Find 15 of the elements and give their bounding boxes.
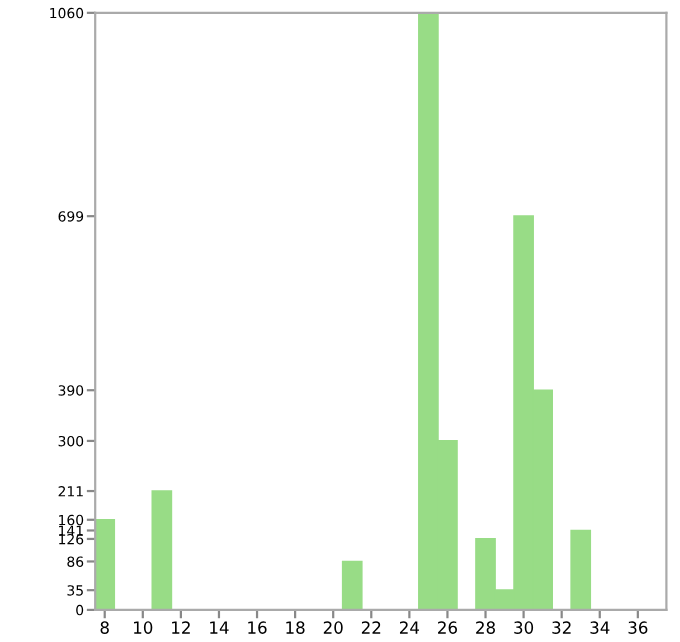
x-tick-label: 12 xyxy=(172,621,190,634)
x-tick-label: 14 xyxy=(210,621,229,634)
x-tick-label: 16 xyxy=(248,621,267,634)
x-tick-label: 22 xyxy=(361,621,381,634)
x-tick-label: 30 xyxy=(514,621,534,634)
x-tick-label: 34 xyxy=(590,621,610,634)
x-tick-label: 10 xyxy=(134,621,153,634)
x-tick-label: 24 xyxy=(399,621,420,634)
x-tick-label: 26 xyxy=(438,621,457,634)
x-tick-label: 18 xyxy=(286,621,305,634)
x-tick-label: 20 xyxy=(323,621,343,634)
x-tick-label: 8 xyxy=(100,621,109,634)
x-tick-label: 32 xyxy=(552,621,571,634)
x-tick-label: 36 xyxy=(628,621,648,634)
x-tick-label: 28 xyxy=(476,621,495,634)
